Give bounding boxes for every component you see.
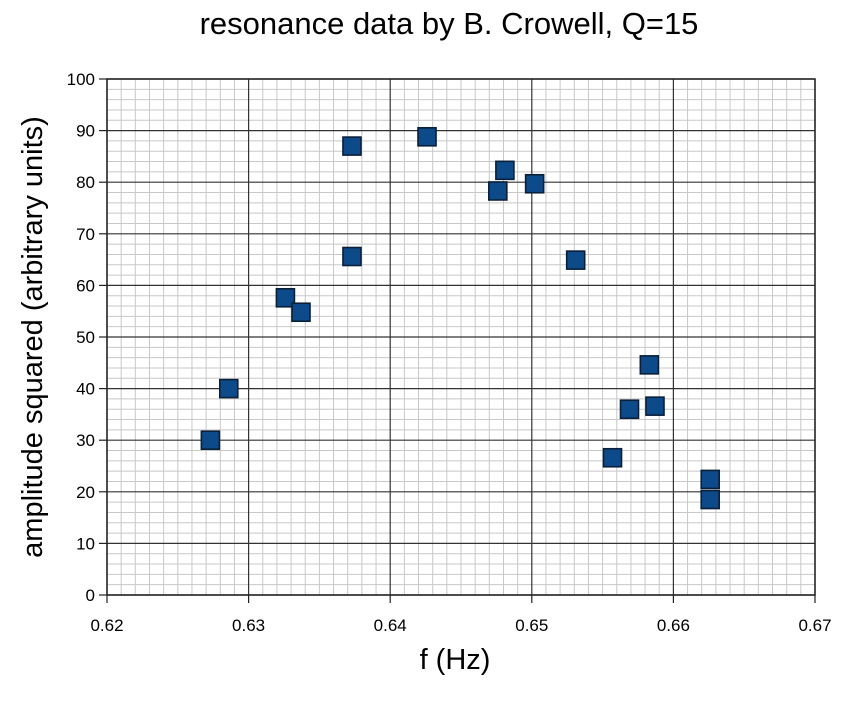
data-point xyxy=(700,489,721,510)
y-tick-label: 50 xyxy=(76,328,95,347)
y-tick-label: 60 xyxy=(76,276,95,295)
data-point xyxy=(619,399,640,420)
y-tick-label: 40 xyxy=(76,380,95,399)
y-tick-label: 100 xyxy=(67,70,95,89)
y-tick-label: 10 xyxy=(76,534,95,553)
data-point xyxy=(417,126,437,147)
x-tick-label: 0.65 xyxy=(515,616,548,635)
data-point xyxy=(200,430,221,451)
data-point xyxy=(218,378,239,399)
data-point xyxy=(639,355,660,375)
x-axis-ticks: 0.62 0.63 0.64 0.65 0.66 0.67 xyxy=(90,595,832,635)
y-tick-label: 90 xyxy=(76,122,95,141)
data-point xyxy=(342,246,362,267)
data-point xyxy=(645,396,665,416)
data-point xyxy=(275,287,296,308)
data-point xyxy=(602,447,623,468)
y-tick-label: 70 xyxy=(76,225,95,244)
x-tick-label: 0.63 xyxy=(232,616,265,635)
data-points xyxy=(200,126,721,510)
y-axis-ticks: 0 10 20 30 40 50 60 70 80 90 100 xyxy=(67,70,107,605)
x-tick-label: 0.62 xyxy=(90,616,123,635)
y-tick-label: 20 xyxy=(76,483,95,502)
data-point xyxy=(495,160,515,181)
data-point xyxy=(291,302,311,323)
chart-title: resonance data by B. Crowell, Q=15 xyxy=(200,6,699,41)
data-point xyxy=(700,469,721,490)
data-point xyxy=(524,173,545,194)
data-point xyxy=(342,136,362,156)
x-tick-label: 0.67 xyxy=(798,616,831,635)
data-point xyxy=(488,181,508,201)
y-tick-label: 0 xyxy=(86,586,95,605)
x-tick-label: 0.64 xyxy=(374,616,407,635)
y-tick-label: 80 xyxy=(76,173,95,192)
x-axis-label: f (Hz) xyxy=(420,644,491,676)
data-point xyxy=(565,250,586,270)
y-tick-label: 30 xyxy=(76,431,95,450)
x-tick-label: 0.66 xyxy=(657,616,690,635)
y-axis-label: amplitude squared (arbitrary units) xyxy=(17,116,49,558)
